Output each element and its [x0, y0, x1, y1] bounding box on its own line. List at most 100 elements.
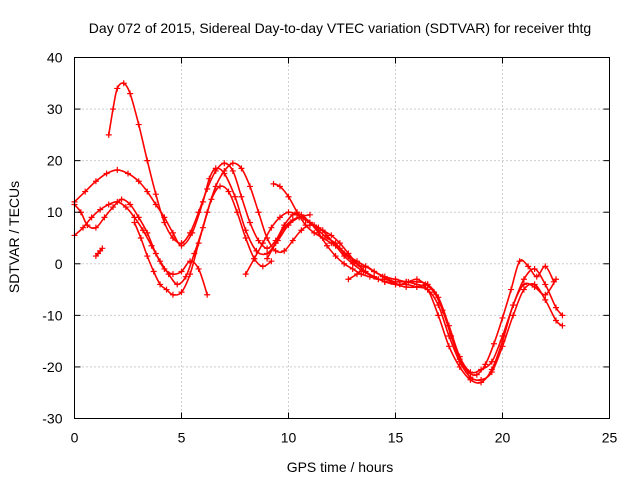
data-point	[289, 237, 296, 244]
data-point	[174, 281, 181, 288]
data-point	[255, 209, 262, 216]
data-point	[82, 188, 89, 195]
data-point	[204, 209, 211, 216]
series-arc-5	[92, 245, 106, 260]
data-point	[125, 170, 131, 177]
data-point	[118, 196, 125, 203]
data-point	[473, 371, 480, 378]
data-point	[405, 278, 412, 285]
data-point	[212, 167, 219, 174]
x-axis: 0 5 10 15 20 25	[71, 57, 617, 446]
x-tick-label: 5	[178, 430, 186, 446]
data-point	[446, 343, 452, 350]
data-point	[302, 222, 309, 229]
y-tick-label: 20	[47, 153, 63, 169]
data-point	[150, 268, 157, 275]
series-layer	[71, 80, 566, 386]
data-point	[195, 265, 202, 272]
data-point	[268, 258, 275, 265]
data-point	[161, 265, 168, 272]
data-point	[422, 281, 429, 288]
data-point	[103, 170, 110, 177]
data-point	[169, 291, 176, 298]
data-point	[281, 224, 288, 231]
data-point	[366, 273, 373, 280]
data-point	[135, 178, 142, 185]
data-point	[531, 265, 538, 272]
data-point	[92, 178, 99, 185]
data-point	[152, 191, 159, 198]
data-point	[270, 180, 277, 187]
data-point	[508, 286, 515, 293]
data-point	[336, 240, 343, 247]
data-point	[413, 281, 420, 288]
chart-title: Day 072 of 2015, Sidereal Day-to-day VTE…	[89, 20, 591, 36]
data-point	[225, 188, 232, 195]
data-point	[413, 276, 420, 283]
data-point	[131, 219, 138, 226]
data-point	[516, 258, 523, 265]
data-point	[187, 229, 194, 236]
data-point	[353, 271, 360, 278]
y-tick-label: -10	[42, 307, 62, 323]
data-point	[298, 214, 305, 221]
data-point	[520, 281, 527, 288]
data-point	[178, 289, 185, 296]
data-point	[488, 366, 495, 373]
data-point	[259, 263, 266, 270]
data-point	[195, 209, 202, 216]
data-point	[135, 121, 142, 128]
data-point	[520, 286, 527, 293]
data-point	[204, 186, 211, 193]
data-point	[456, 363, 463, 370]
data-point	[110, 106, 117, 113]
data-point	[448, 332, 455, 339]
data-point	[99, 245, 106, 252]
y-axis-label: SDTVAR / TECUs	[6, 181, 22, 293]
data-point	[531, 283, 538, 290]
data-point	[285, 193, 292, 200]
data-point	[246, 183, 253, 190]
data-point	[396, 281, 403, 288]
data-point	[137, 235, 144, 241]
data-point	[221, 160, 228, 167]
data-point	[92, 224, 99, 231]
data-point	[264, 245, 271, 252]
data-point	[379, 273, 386, 280]
data-point	[553, 317, 559, 324]
data-point	[542, 291, 549, 298]
y-tick-label: 0	[55, 256, 63, 272]
y-tick-label: 30	[47, 101, 63, 117]
data-point	[371, 268, 378, 275]
data-point	[467, 376, 474, 383]
x-axis-label: GPS time / hours	[287, 459, 394, 475]
data-point	[345, 253, 352, 260]
data-point	[424, 286, 431, 293]
data-point	[525, 263, 532, 270]
data-point	[542, 281, 549, 288]
data-point	[114, 166, 121, 173]
data-point	[144, 157, 151, 164]
y-tick-label: 40	[47, 50, 63, 66]
data-point	[465, 369, 472, 376]
y-tick-label: -30	[42, 411, 62, 427]
data-point	[127, 201, 134, 208]
data-point	[259, 240, 266, 247]
data-point	[276, 214, 283, 221]
data-point	[306, 211, 313, 218]
data-point	[105, 201, 112, 208]
series-line	[133, 162, 429, 296]
data-point	[144, 229, 151, 236]
data-point	[110, 204, 117, 211]
data-point	[163, 286, 170, 293]
data-point	[152, 250, 159, 257]
data-point	[456, 356, 463, 363]
data-point	[135, 214, 142, 221]
data-point	[152, 201, 159, 208]
data-point	[306, 219, 313, 226]
plot-frame	[74, 57, 610, 419]
data-point	[232, 193, 238, 200]
y-tick-label: -20	[42, 359, 62, 375]
data-point	[388, 278, 395, 285]
data-point	[255, 237, 262, 244]
